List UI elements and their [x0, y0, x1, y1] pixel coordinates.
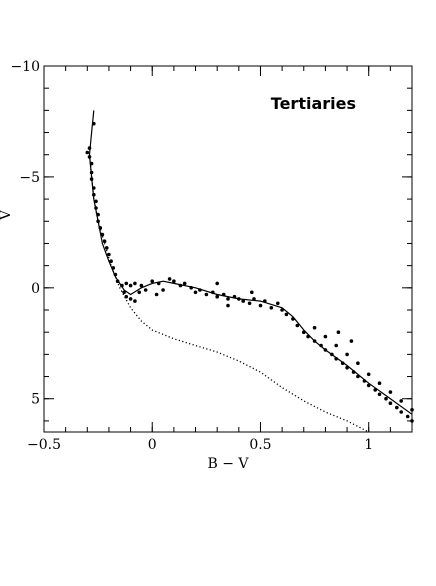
- data-point: [193, 290, 198, 295]
- data-point: [349, 339, 354, 343]
- data-point: [143, 288, 148, 292]
- data-point: [247, 301, 252, 306]
- data-point: [139, 283, 144, 288]
- data-point: [323, 334, 328, 339]
- data-point: [128, 283, 133, 288]
- chart-title: Tertiaries: [271, 94, 356, 113]
- data-point: [124, 281, 129, 286]
- x-tick-label: −0.5: [27, 437, 61, 453]
- data-point: [399, 399, 404, 403]
- y-axis-label: V: [0, 209, 14, 221]
- data-point: [250, 290, 254, 295]
- data-point: [258, 303, 263, 308]
- data-point: [226, 297, 230, 301]
- dotted-curve: [88, 154, 369, 433]
- data-point: [137, 290, 141, 295]
- data-point: [366, 372, 371, 377]
- data-point: [356, 361, 360, 366]
- y-tick-label: 5: [31, 392, 40, 408]
- data-point: [405, 414, 410, 419]
- data-point: [336, 330, 341, 335]
- x-tick-label: 1: [364, 437, 373, 453]
- data-point: [388, 401, 393, 406]
- data-point: [133, 299, 137, 303]
- data-point: [128, 297, 133, 301]
- data-point: [241, 299, 245, 303]
- data-point: [154, 292, 159, 297]
- data-point: [150, 279, 154, 284]
- y-tick-label: −5: [19, 170, 40, 186]
- solid-curve: [88, 110, 413, 415]
- y-tick-label: 0: [31, 281, 40, 297]
- data-point: [85, 150, 90, 155]
- data-point: [410, 408, 414, 412]
- x-axis-label: B − V: [207, 456, 249, 472]
- data-point: [295, 323, 300, 328]
- ticks-layer: −0.5 0 0.5 1 −10 −5 0 5: [10, 59, 413, 453]
- data-point: [410, 419, 414, 423]
- data-point: [312, 325, 317, 330]
- data-point: [172, 279, 176, 284]
- data-point: [276, 301, 280, 306]
- data-point: [377, 381, 382, 386]
- data-point: [399, 410, 404, 414]
- data-point: [215, 294, 219, 299]
- data-point: [388, 390, 393, 394]
- data-point: [122, 290, 126, 295]
- data-point: [204, 292, 209, 297]
- series-layer: [85, 110, 414, 433]
- data-point: [384, 396, 388, 401]
- y-tick-label: −10: [10, 59, 40, 75]
- data-point: [395, 405, 399, 410]
- data-point: [377, 392, 382, 397]
- data-point: [226, 303, 230, 308]
- data-point: [269, 306, 274, 310]
- data-point: [215, 281, 219, 286]
- data-point: [182, 281, 187, 286]
- data-point: [284, 312, 289, 317]
- data-point: [334, 343, 339, 348]
- data-point: [161, 288, 165, 292]
- data-point: [167, 277, 172, 281]
- x-tick-label: 0: [148, 437, 157, 453]
- x-tick-label: 0.5: [249, 437, 271, 453]
- data-point: [133, 281, 137, 286]
- data-point: [345, 352, 349, 357]
- data-point: [94, 199, 98, 204]
- plot-frame: [43, 65, 413, 433]
